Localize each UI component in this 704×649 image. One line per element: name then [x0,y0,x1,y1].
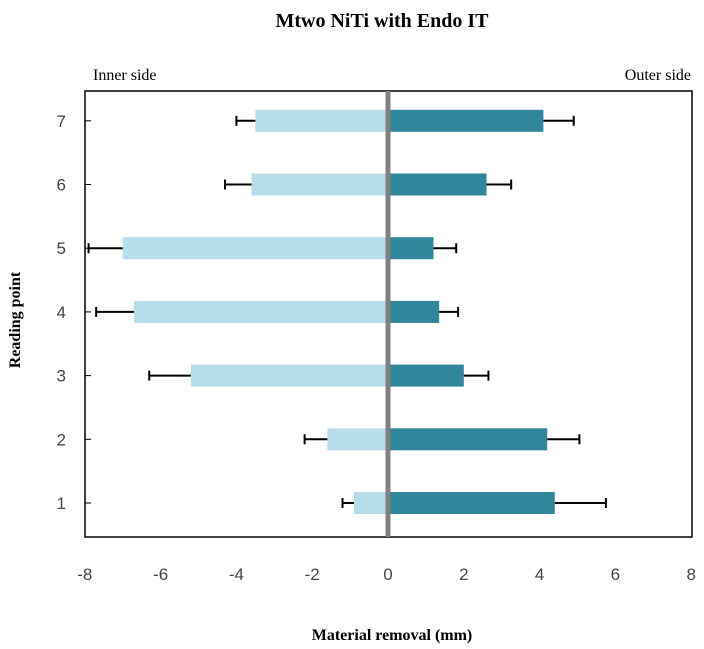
x-tick-label: -4 [229,565,244,584]
outer-bar-5 [390,237,434,260]
outer-bar-1 [390,492,555,514]
outer-side-label: Outer side [625,67,691,84]
inner-bar-4 [134,300,386,323]
inner-bar-5 [122,237,386,260]
y-tick-label: 4 [57,303,66,322]
x-tick-label: -2 [305,565,320,584]
chart-title: Mtwo NiTi with Endo IT [275,10,489,32]
inner-side-label: Inner side [93,67,157,84]
inner-bar-2 [327,428,386,451]
y-tick-label: 6 [57,176,66,195]
bars-layer [87,109,607,514]
y-axis-label: Reading point [7,271,24,368]
ticks-layer: -8 -6 -4 -2 0 2 4 6 8 1 2 3 4 5 6 7 [57,112,696,584]
x-tick-label: 2 [459,565,468,584]
x-tick-label: 8 [686,565,695,584]
x-tick-label: 6 [611,565,620,584]
x-tick-label: -6 [153,565,168,584]
outer-bar-2 [390,428,548,451]
inner-bar-3 [190,364,386,387]
inner-bar-7 [255,109,386,132]
x-tick-label: -8 [77,565,92,584]
y-tick-label: 3 [57,367,66,386]
inner-bar-6 [251,173,386,196]
x-axis-label: Material removal (mm) [312,627,473,644]
outer-bar-4 [390,300,440,323]
x-tick-label: 4 [535,565,544,584]
y-tick-label: 1 [57,494,66,513]
inner-bar-1 [353,492,386,514]
outer-bar-6 [390,173,487,196]
outer-bar-7 [390,109,544,132]
y-tick-label: 7 [57,112,66,131]
y-tick-label: 5 [57,239,66,258]
y-tick-label: 2 [57,430,66,449]
x-tick-label: 0 [383,565,392,584]
outer-bar-3 [390,364,464,387]
